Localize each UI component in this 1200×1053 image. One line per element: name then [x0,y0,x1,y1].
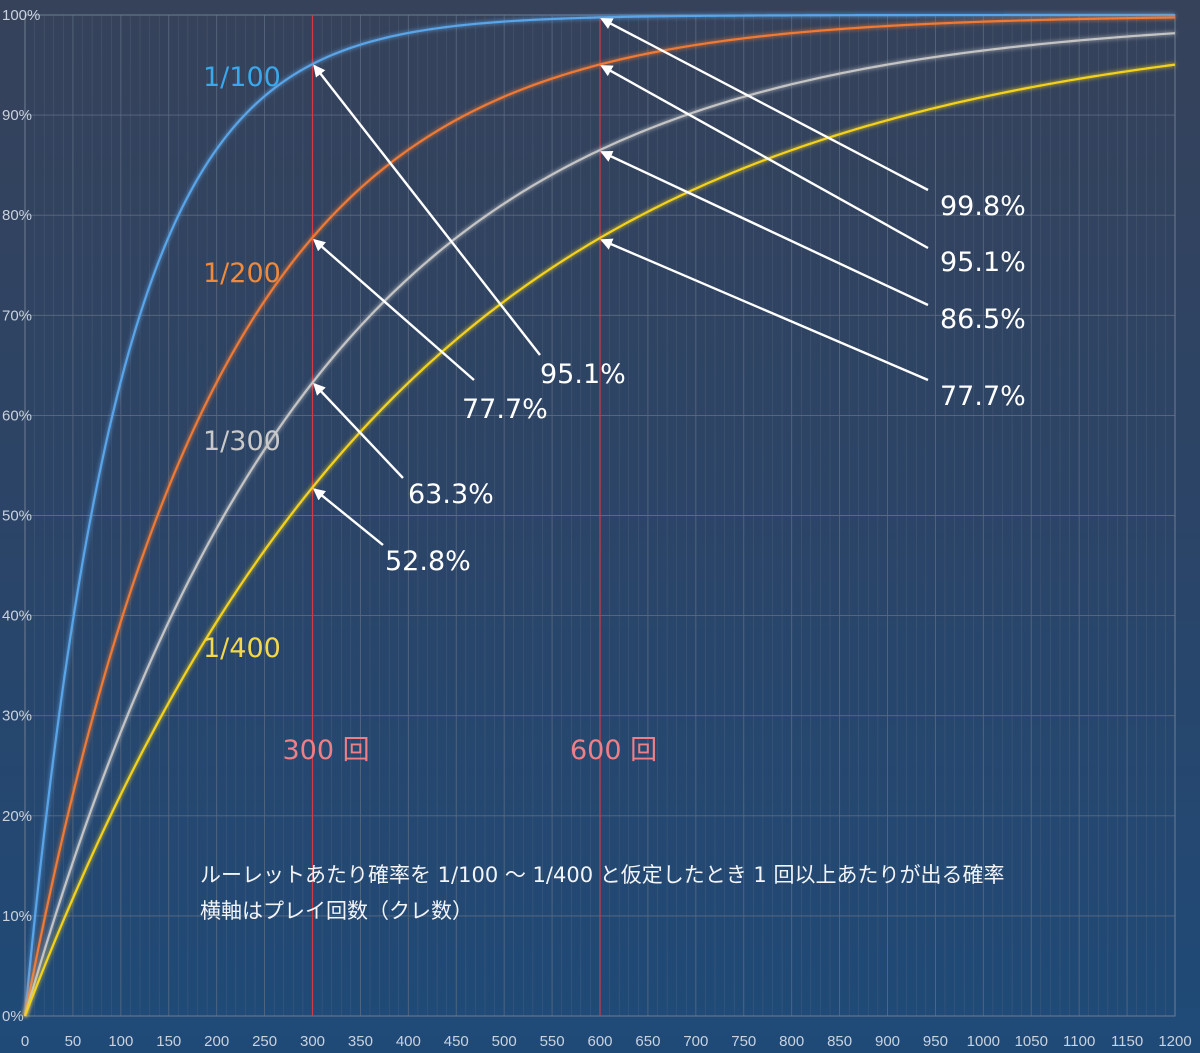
x-tick-label: 850 [827,1033,852,1050]
series-label: 1/100 [203,62,281,93]
x-tick-label: 50 [65,1033,82,1050]
value-annotations: 95.1% 77.7% 63.3% 52.8% 99.8% 95.1% 86.5% 77.7% [312,17,1026,577]
x-tick-label: 1100 [1063,1033,1095,1050]
y-tick-label: 40% [2,608,32,625]
caption-line-2: 横軸はプレイ回数（クレ数） [200,899,473,923]
annotation-arrow [600,17,929,192]
series-line [23,32,1176,1017]
x-tick-label: 800 [779,1033,804,1050]
x-tick-label: 900 [875,1033,900,1050]
x-tick-label: 0 [21,1033,29,1050]
x-tick-label: 750 [731,1033,756,1050]
series-line [23,13,1175,1017]
x-tick-label: 300 [300,1033,325,1050]
series-label: 1/300 [203,426,281,457]
y-tick-label: 50% [2,508,32,525]
x-tick-label: 1150 [1111,1033,1143,1050]
annotation-label: 63.3% [408,479,494,510]
x-tick-label: 1000 [967,1033,1000,1050]
annotation-arrow [312,488,384,546]
series-line [23,63,1176,1017]
x-tick-label: 700 [683,1033,708,1050]
y-tick-label: 100% [2,7,40,24]
series-labels: 1/100 1/200 1/300 1/400 [203,62,281,664]
annotation-label: 99.8% [940,191,1026,222]
annotation-label: 77.7% [940,381,1026,412]
y-tick-label: 90% [2,107,32,124]
annotation-label: 95.1% [540,359,626,390]
annotation-arrow [313,382,404,479]
marker-label: 600 回 [570,735,657,766]
x-tick-label: 500 [492,1033,517,1050]
chart-caption: ルーレットあたり確率を 1/100 〜 1/400 と仮定したとき 1 回以上あ… [200,863,1004,923]
axis-ticks: 0 50 100 150 200 250 300 350 400 450 500 550 600 650 7… [2,7,1192,1050]
y-tick-label: 0% [2,1008,24,1025]
x-tick-label: 100 [108,1033,133,1050]
annotation-label: 52.8% [385,546,471,577]
y-tick-label: 70% [2,307,32,324]
series-line [23,16,1176,1017]
annotation-arrow [312,238,475,381]
x-tick-label: 150 [156,1033,181,1050]
annotation-arrow [600,150,929,307]
marker-label: 300 回 [283,735,370,766]
x-tick-label: 600 [587,1033,612,1050]
annotation-label: 77.7% [462,394,548,425]
series-label: 1/200 [203,258,281,289]
y-tick-label: 80% [2,207,32,224]
x-tick-label: 550 [540,1033,565,1050]
x-tick-label: 450 [444,1033,469,1050]
y-tick-label: 10% [2,908,32,925]
y-tick-label: 30% [2,708,32,725]
x-tick-label: 650 [635,1033,660,1050]
caption-line-1: ルーレットあたり確率を 1/100 〜 1/400 と仮定したとき 1 回以上あ… [200,863,1004,887]
x-tick-label: 400 [396,1033,421,1050]
annotation-label: 95.1% [940,247,1026,278]
y-tick-label: 20% [2,808,32,825]
annotation-arrow [600,65,929,250]
annotation-arrow [313,64,541,356]
annotation-arrow [600,238,929,382]
x-tick-label: 200 [204,1033,229,1050]
y-tick-label: 60% [2,407,32,424]
x-tick-label: 1050 [1015,1033,1048,1050]
x-tick-label: 350 [348,1033,373,1050]
x-tick-label: 250 [252,1033,277,1050]
x-tick-label: 1200 [1158,1033,1191,1050]
vertical-markers: 300 回 600 回 [283,15,657,1016]
x-tick-label: 950 [923,1033,948,1050]
series-lines [23,13,1176,1017]
annotation-label: 86.5% [940,304,1026,335]
series-label: 1/400 [203,633,281,664]
